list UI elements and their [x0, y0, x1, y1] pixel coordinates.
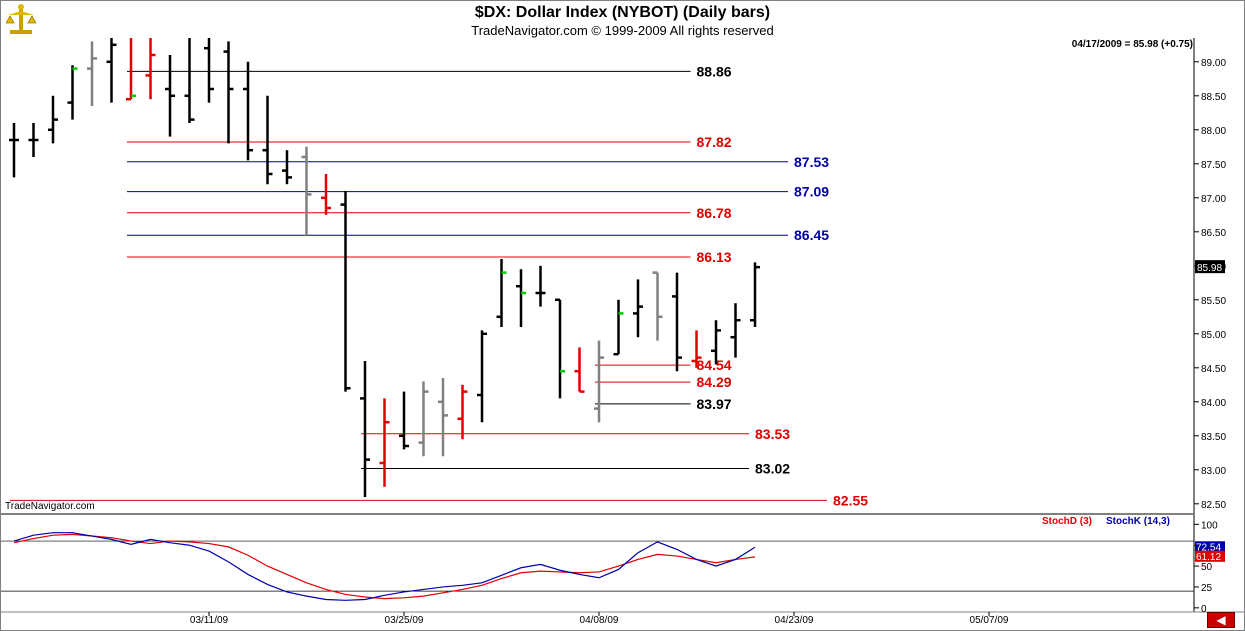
y-tick-label: 89.00 — [1201, 58, 1226, 69]
legend-stochk: StochK (14,3) — [1106, 516, 1170, 527]
ohlc-bar — [672, 272, 682, 372]
stochk-last-value: 72.54 — [1196, 542, 1221, 553]
price-chart: 88.86 87.82 87.53 87.09 86.78 86.45 86.13 84.54… — [9, 38, 868, 508]
stoch-tick-label: 50 — [1201, 562, 1213, 573]
level-label: 82.55 — [833, 492, 868, 508]
y-tick-label: 85.00 — [1201, 330, 1226, 341]
ohlc-bar — [633, 279, 643, 338]
ohlc-bar — [438, 378, 448, 457]
level-label: 83.97 — [697, 396, 732, 412]
ohlc-bar — [574, 347, 585, 393]
price-plot-area[interactable] — [1, 38, 1194, 514]
y-tick-label: 84.00 — [1201, 398, 1226, 409]
legend-stochd: StochD (3) — [1042, 516, 1092, 527]
ohlc-bar — [28, 123, 39, 157]
ohlc-bar — [496, 259, 507, 327]
ohlc-bar — [730, 303, 741, 358]
ohlc-bar — [750, 262, 760, 327]
ohlc-bar — [67, 65, 78, 120]
y-tick-label: 85.50 — [1201, 296, 1226, 307]
level-label: 87.09 — [794, 184, 829, 200]
y-tick-label: 88.50 — [1201, 92, 1226, 103]
y-tick-label: 83.50 — [1201, 432, 1226, 443]
level-label: 83.02 — [755, 460, 790, 476]
ohlc-bar — [184, 38, 195, 123]
level-label: 84.54 — [697, 357, 732, 373]
y-tick-label: 82.50 — [1201, 500, 1226, 511]
y-tick-label: 86.50 — [1201, 228, 1226, 239]
ohlc-bar — [457, 384, 468, 440]
y-tick-label: 88.00 — [1201, 126, 1226, 137]
stoch-series-line — [13, 532, 756, 601]
ohlc-bar — [340, 191, 351, 392]
scales-logo-icon — [6, 4, 36, 34]
ohlc-bar — [243, 61, 253, 161]
level-label: 88.86 — [697, 63, 732, 79]
level-label: 83.53 — [755, 426, 790, 442]
ohlc-bar — [204, 38, 214, 103]
ohlc-bar — [379, 398, 390, 487]
stochd-last-value: 61.12 — [1196, 552, 1221, 563]
ohlc-bar — [145, 38, 156, 100]
stochd-badge — [1195, 550, 1225, 562]
ohlc-bar — [399, 391, 409, 450]
ohlc-bar — [535, 265, 546, 307]
level-label: 84.29 — [697, 374, 732, 390]
level-label: 86.45 — [794, 227, 829, 243]
ohlc-bar — [516, 269, 526, 327]
ohlc-bar — [282, 150, 292, 185]
last-price-value: 85.98 — [1197, 263, 1222, 274]
ohlc-bar — [87, 41, 97, 106]
ohlc-bar — [360, 361, 370, 497]
copyright-line: TradeNavigator.com © 1999-2009 All right… — [471, 23, 774, 38]
ohlc-bar — [613, 299, 624, 356]
ohlc-bar — [223, 41, 234, 144]
x-tick-label: 05/07/09 — [970, 615, 1009, 626]
x-tick-label: 04/23/09 — [775, 615, 814, 626]
axes: 89.0088.5088.0087.5087.0086.5086.0085.50… — [190, 58, 1227, 626]
stochastic-chart — [1, 532, 1194, 601]
stoch-tick-label: 25 — [1201, 583, 1213, 594]
ohlc-bar — [301, 146, 312, 236]
level-label: 86.13 — [697, 249, 732, 265]
ohlc-bar — [594, 340, 604, 423]
ohlc-bar — [165, 55, 175, 137]
ohlc-bar — [48, 95, 58, 144]
stochk-badge — [1195, 541, 1225, 553]
x-tick-label: 03/11/09 — [190, 615, 229, 626]
ohlc-bar — [126, 38, 136, 101]
level-label: 86.78 — [697, 205, 732, 221]
ohlc-bar — [9, 123, 19, 178]
ohlc-bar — [691, 330, 702, 368]
scroll-back-arrow-icon[interactable]: ◀ — [1207, 612, 1235, 628]
ohlc-bar — [652, 271, 663, 341]
stoch-tick-label: 100 — [1201, 520, 1218, 531]
ohlc-bar — [321, 174, 331, 215]
last-price-badge — [1195, 260, 1225, 274]
ohlc-bar — [418, 381, 429, 457]
ohlc-bar — [477, 330, 487, 423]
y-tick-label: 84.50 — [1201, 364, 1226, 375]
ohlc-bar — [262, 95, 273, 185]
ohlc-bar — [711, 320, 721, 365]
y-tick-label: 87.00 — [1201, 194, 1226, 205]
stoch-series-line — [13, 533, 756, 600]
x-tick-label: 04/08/09 — [580, 615, 619, 626]
y-tick-label: 87.50 — [1201, 160, 1226, 171]
x-tick-label: 03/25/09 — [385, 615, 424, 626]
ohlc-bar — [106, 38, 117, 103]
level-label: 87.53 — [794, 154, 829, 170]
y-tick-label: 83.00 — [1201, 466, 1226, 477]
chart-title: $DX: Dollar Index (NYBOT) (Daily bars) — [474, 4, 771, 21]
watermark: TradeNavigator.com — [5, 501, 95, 512]
stochastic-plot-area[interactable] — [1, 516, 1194, 612]
level-label: 87.82 — [697, 134, 732, 150]
stoch-tick-label: 0 — [1201, 604, 1207, 615]
ohlc-bar — [555, 298, 565, 399]
last-price-stamp: 04/17/2009 = 85.98 (+0.75) — [1071, 39, 1193, 50]
